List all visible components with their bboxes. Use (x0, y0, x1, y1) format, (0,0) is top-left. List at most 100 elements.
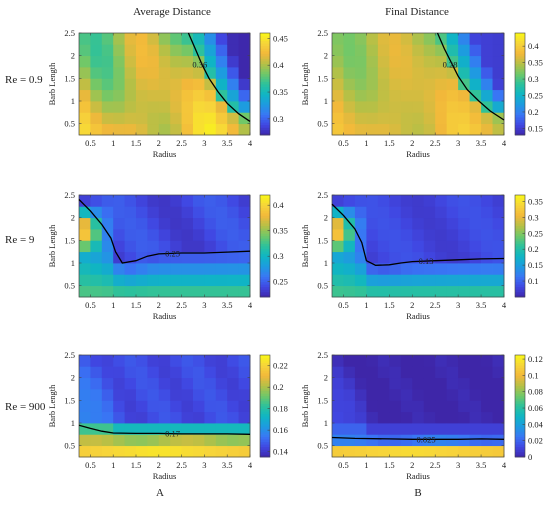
heatmap-cell (389, 411, 402, 424)
heatmap-cell (435, 423, 448, 435)
heatmap-cell (204, 78, 217, 91)
heatmap-cell (113, 217, 125, 230)
heatmap-cell (227, 274, 239, 287)
colorbar-segment (515, 217, 525, 221)
heatmap-cell (435, 229, 448, 241)
heatmap-cell (469, 377, 482, 390)
colorbar-segment (260, 383, 270, 386)
colorbar-segment (515, 117, 525, 121)
heatmap-cell (389, 423, 402, 435)
heatmap-cell (354, 229, 367, 241)
heatmap-cell (124, 195, 137, 207)
colorbar-segment (260, 266, 270, 270)
heatmap-cell (354, 389, 367, 401)
colorbar-segment (260, 281, 270, 285)
heatmap-cell (435, 217, 448, 230)
colorbar-segment (260, 96, 270, 100)
heatmap-cell (136, 411, 148, 424)
heatmap-cell (481, 44, 493, 57)
heatmap-cell (435, 89, 448, 102)
colorbar-segment (515, 215, 525, 219)
heatmap-cell (492, 251, 505, 264)
colorbar-segment (515, 418, 525, 422)
heatmap-cell (423, 423, 436, 435)
plot-frame (78, 354, 251, 458)
heatmap-cell (469, 123, 482, 136)
heatmap-cell (343, 263, 356, 275)
plot-frame (78, 194, 251, 298)
heatmap-cell (193, 101, 205, 113)
colorbar-segment (515, 43, 525, 47)
colorbar-segment (260, 63, 270, 67)
heatmap-cell (458, 355, 470, 367)
heatmap-cell (158, 229, 171, 241)
colorbar-segment (515, 289, 525, 293)
heatmap-cell (458, 251, 470, 264)
heatmap-cell (366, 78, 379, 91)
heatmap-cell (412, 251, 425, 264)
heatmap-cell (343, 285, 356, 298)
heatmap-cell (423, 366, 436, 379)
colorbar-segment (260, 48, 270, 52)
heatmap-cell (204, 55, 217, 68)
heatmap-cell (90, 366, 103, 379)
heatmap-cell (366, 44, 379, 57)
heatmap-cell (458, 377, 470, 390)
heatmap-cell (193, 195, 205, 207)
heatmap-cell (101, 206, 114, 219)
heatmap-cell (377, 400, 390, 413)
colorbar-segment (515, 286, 525, 290)
heatmap-cell (90, 240, 103, 253)
colorbar-segment (515, 281, 525, 285)
heatmap-cell (377, 366, 390, 379)
heatmap-cell (469, 89, 482, 102)
heatmap-cell (170, 400, 182, 413)
heatmap-cell (366, 434, 379, 447)
heatmap-cell (343, 89, 356, 102)
heatmap-cell (423, 33, 436, 45)
heatmap-cell (469, 67, 482, 79)
y-tick-label: 1.5 (317, 395, 328, 405)
heatmap-cell (481, 112, 493, 125)
heatmap-cell (238, 389, 251, 401)
colorbar-segment (515, 106, 525, 110)
colorbar-segment (260, 418, 270, 422)
colorbar-segment (260, 89, 270, 93)
colorbar-segment (515, 431, 525, 435)
heatmap-cell (481, 377, 493, 390)
heatmap-cell (101, 33, 114, 45)
colorbar-segment (515, 122, 525, 126)
heatmap-cell (377, 263, 390, 275)
heatmap-cell (377, 101, 390, 113)
heatmap-cell (181, 355, 194, 367)
x-tick-label: 1 (111, 460, 115, 470)
heatmap-cell (458, 366, 470, 379)
heatmap-cell (481, 251, 493, 264)
heatmap-cell (343, 195, 356, 207)
colorbar-segment (260, 217, 270, 221)
heatmap-cell (354, 251, 367, 264)
y-tick-label: 2.5 (64, 350, 75, 360)
heatmap-cell (181, 101, 194, 113)
heatmap-cell (193, 33, 205, 45)
colorbar-segment (260, 360, 270, 364)
colorbar-segment (515, 251, 525, 255)
colorbar-segment (260, 400, 270, 404)
colorbar-segment (260, 94, 270, 98)
heatmap-cell (136, 445, 148, 458)
heatmap-cell (400, 112, 413, 125)
heatmap-cell (435, 240, 448, 253)
heatmap-cell (193, 240, 205, 253)
colorbar-segment (260, 246, 270, 249)
heatmap-cell (158, 55, 171, 68)
y-tick-label: 2.5 (64, 28, 75, 38)
heatmap-cell (412, 195, 425, 207)
heatmap-cell (332, 229, 344, 241)
heatmap-cell (366, 355, 379, 367)
heatmap-cell (343, 206, 356, 219)
heatmap-cell (79, 445, 91, 458)
heatmap-cell (366, 123, 379, 136)
colorbar-segment (515, 279, 525, 283)
heatmap-cell (423, 217, 436, 230)
